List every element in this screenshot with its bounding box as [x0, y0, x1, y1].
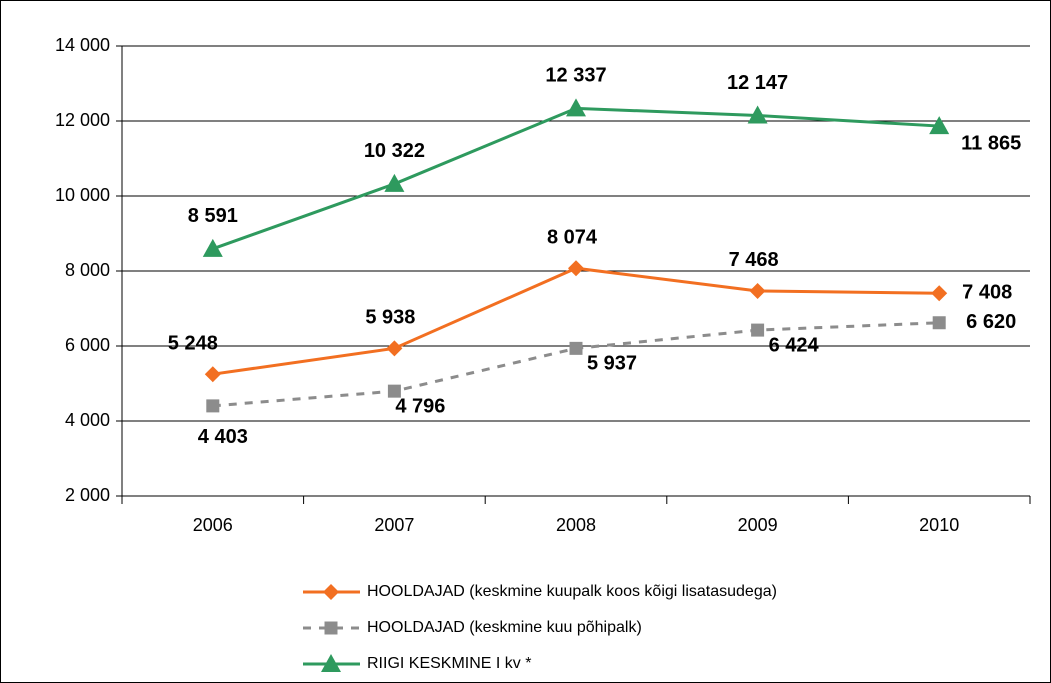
data-label: 6 620: [966, 311, 1016, 333]
data-label: 5 938: [365, 307, 415, 329]
data-point: [569, 341, 583, 355]
data-point: [386, 340, 403, 357]
data-point: [568, 260, 584, 277]
y-tick-label: 2 000: [65, 485, 110, 505]
data-point: [932, 316, 946, 330]
legend-marker: [323, 584, 339, 600]
x-tick-label: 2008: [556, 515, 596, 535]
data-point: [566, 98, 586, 117]
x-tick-label: 2006: [193, 515, 233, 535]
data-point: [751, 323, 765, 337]
data-label: 12 147: [727, 72, 788, 94]
data-point: [749, 282, 766, 299]
data-point: [931, 285, 948, 302]
data-label: 8 074: [547, 227, 598, 249]
data-label: 4 403: [198, 426, 248, 448]
x-tick-label: 2009: [738, 515, 778, 535]
legend-marker: [321, 654, 341, 672]
data-point: [747, 105, 768, 124]
data-point: [387, 384, 401, 398]
y-tick-label: 10 000: [55, 185, 110, 205]
data-label: 6 424: [769, 334, 820, 356]
data-point: [202, 238, 223, 257]
x-tick-label: 2010: [919, 515, 959, 535]
data-label: 5 248: [168, 332, 218, 354]
data-label: 4 796: [395, 395, 445, 417]
legend-label: RIIGI KESKMINE I kv *: [367, 655, 531, 672]
y-tick-label: 6 000: [65, 335, 110, 355]
legend-label: HOOLDAJAD (keskmine kuu põhipalk): [367, 619, 642, 636]
data-point: [929, 116, 950, 135]
y-tick-label: 8 000: [65, 260, 110, 280]
y-tick-label: 12 000: [55, 110, 110, 130]
x-tick-label: 2007: [374, 515, 414, 535]
data-label: 5 937: [587, 353, 637, 375]
data-label: 7 408: [962, 281, 1012, 303]
data-label: 12 337: [545, 65, 606, 87]
y-tick-label: 14 000: [55, 35, 110, 55]
legend-marker: [324, 621, 338, 635]
data-label: 10 322: [364, 140, 425, 162]
y-tick-label: 4 000: [65, 410, 110, 430]
data-point: [206, 399, 220, 413]
data-point: [384, 173, 405, 192]
data-label: 7 468: [729, 249, 779, 271]
legend-label: HOOLDAJAD (keskmine kuupalk koos kõigi l…: [367, 583, 777, 600]
data-label: 11 865: [961, 132, 1021, 154]
data-point: [204, 366, 221, 383]
data-label: 8 591: [188, 205, 238, 227]
